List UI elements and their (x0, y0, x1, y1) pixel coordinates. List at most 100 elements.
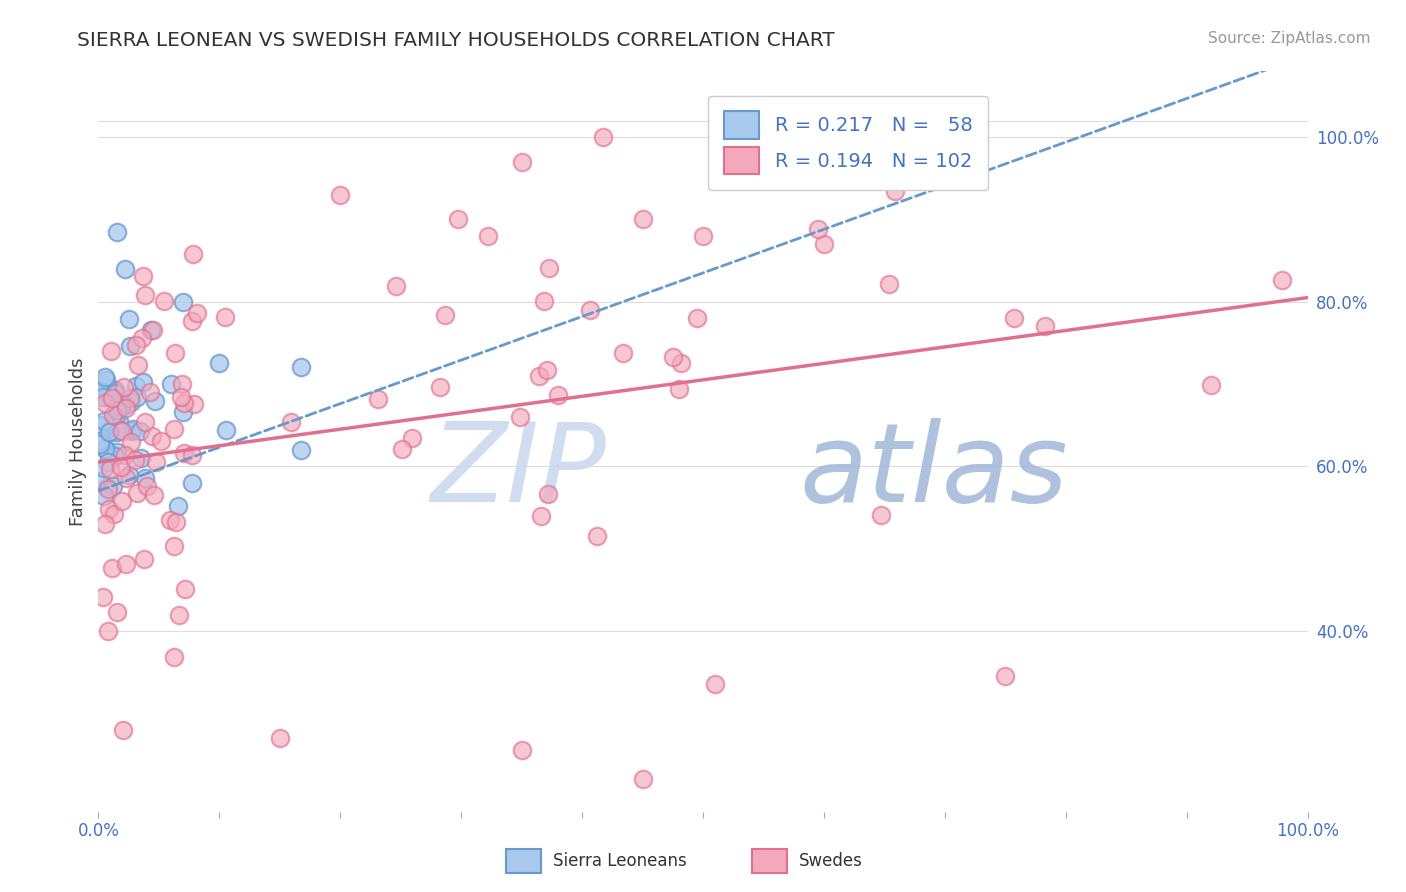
Point (165, 516, 187, 530)
Point (135, 479, 157, 493)
Point (93, 489, 115, 503)
Point (661, 350, 683, 364)
Point (96, 481, 118, 495)
Point (97, 624, 120, 638)
Point (131, 331, 153, 345)
Point (132, 268, 155, 283)
Text: Source: ZipAtlas.com: Source: ZipAtlas.com (1208, 31, 1371, 46)
Point (537, 487, 560, 501)
Point (181, 247, 204, 261)
Point (172, 294, 194, 309)
Point (401, 431, 423, 445)
Text: Swedes: Swedes (799, 852, 862, 870)
Point (89, 384, 111, 398)
Point (884, 184, 907, 198)
Point (105, 409, 128, 423)
Point (124, 379, 146, 393)
Point (329, 187, 352, 202)
Point (114, 401, 136, 416)
Point (180, 475, 202, 490)
Point (105, 605, 128, 619)
Point (111, 494, 134, 508)
Point (170, 390, 193, 404)
Point (114, 448, 136, 462)
Point (145, 455, 167, 469)
Point (183, 397, 205, 411)
Point (110, 401, 132, 415)
Point (142, 488, 165, 502)
Point (98, 425, 121, 439)
Point (101, 408, 124, 422)
Point (121, 424, 143, 438)
Point (160, 376, 183, 391)
Legend: R = 0.217   N =   58, R = 0.194   N = 102: R = 0.217 N = 58, R = 0.194 N = 102 (709, 95, 988, 190)
Point (114, 471, 136, 485)
Point (134, 552, 156, 566)
Point (384, 279, 406, 293)
Point (367, 392, 389, 406)
Point (104, 449, 127, 463)
Point (90, 475, 112, 489)
Point (163, 539, 186, 553)
Point (93, 461, 115, 475)
Point (879, 277, 901, 291)
Point (96, 443, 118, 458)
Point (181, 314, 204, 328)
Point (994, 669, 1017, 683)
Point (105, 225, 128, 239)
Point (1002, 310, 1025, 325)
Point (172, 405, 194, 419)
Point (100, 392, 122, 406)
Point (170, 377, 193, 392)
Point (97, 455, 120, 469)
Point (89, 434, 111, 448)
Point (110, 424, 132, 438)
Text: Sierra Leoneans: Sierra Leoneans (553, 852, 686, 870)
Point (131, 450, 153, 465)
Point (586, 528, 609, 542)
Point (290, 443, 312, 458)
Point (870, 508, 893, 523)
Point (208, 356, 231, 370)
Point (533, 294, 555, 309)
Point (120, 394, 142, 409)
Point (93, 414, 115, 428)
Point (134, 471, 156, 485)
Point (97, 425, 120, 439)
Point (1199, 377, 1222, 392)
Point (692, 228, 714, 243)
Point (100, 343, 122, 358)
Point (91, 390, 114, 404)
Point (215, 423, 238, 437)
Point (125, 485, 148, 500)
Text: ZIP: ZIP (430, 417, 606, 524)
Point (214, 310, 236, 324)
Point (104, 383, 127, 397)
Point (105, 425, 128, 440)
Point (173, 446, 195, 460)
Point (174, 582, 197, 597)
Point (90, 376, 112, 391)
Point (139, 384, 162, 399)
Point (129, 424, 152, 438)
Point (180, 448, 202, 462)
Point (592, 129, 614, 144)
Point (290, 360, 312, 375)
Point (134, 288, 156, 302)
Point (433, 308, 456, 322)
Point (111, 723, 134, 737)
Point (103, 507, 125, 521)
Point (142, 323, 165, 337)
Point (118, 339, 141, 353)
Point (98, 390, 121, 404)
Point (1271, 273, 1294, 287)
Point (104, 386, 127, 401)
Point (536, 363, 558, 377)
Point (90, 417, 112, 432)
Text: SIERRA LEONEAN VS SWEDISH FAMILY HOUSEHOLDS CORRELATION CHART: SIERRA LEONEAN VS SWEDISH FAMILY HOUSEHO… (77, 31, 835, 50)
Point (120, 435, 142, 450)
Point (529, 509, 551, 524)
Point (105, 401, 128, 416)
Point (527, 368, 550, 383)
Point (477, 228, 499, 243)
